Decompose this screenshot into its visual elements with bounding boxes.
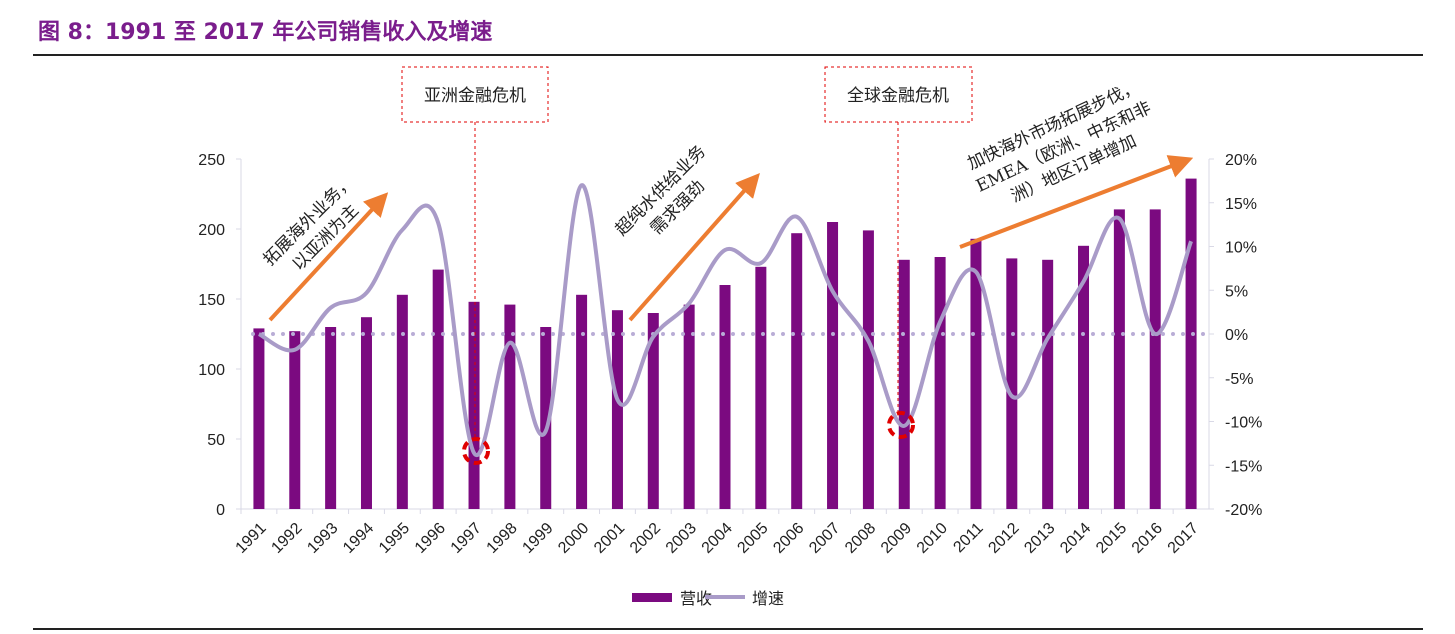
phase3-annotation: 加快海外市场拓展步伐， EMEA（欧洲、中东和非 洲）地区订单增加 — [965, 77, 1155, 207]
left-tick-label: 250 — [198, 152, 225, 169]
right-tick-label: -10% — [1225, 415, 1262, 432]
right-tick-label: -5% — [1225, 371, 1253, 388]
global-crisis-box — [824, 66, 973, 123]
bar-1993 — [325, 327, 337, 509]
bar-2001 — [611, 310, 623, 509]
right-tick-label: -15% — [1225, 458, 1262, 475]
x-tick-label: 1993 — [304, 520, 341, 557]
bar-2012 — [1006, 258, 1018, 509]
legend-bar-swatch — [632, 593, 672, 602]
bar-2004 — [719, 285, 731, 509]
bar-2017 — [1185, 178, 1197, 509]
chart-title: 图 8：1991 至 2017 年公司销售收入及增速 — [38, 20, 493, 45]
asian-crisis-box — [401, 66, 549, 123]
right-tick-label: 10% — [1225, 240, 1257, 257]
legend: 营收 增速 — [632, 589, 784, 608]
x-tick-label: 1997 — [448, 520, 485, 557]
right-tick-label: 0% — [1225, 327, 1248, 344]
phase2-arrow — [628, 173, 760, 322]
legend-line-label: 增速 — [752, 589, 784, 608]
x-tick-label: 2006 — [770, 520, 807, 557]
x-tick-label: 2001 — [591, 520, 628, 557]
x-tick-label: 1999 — [519, 520, 556, 557]
x-tick-label: 2002 — [627, 520, 664, 557]
bottom-rule — [33, 628, 1423, 630]
x-tick-label: 2014 — [1057, 520, 1094, 557]
left-tick-label: 50 — [207, 432, 225, 449]
global-crisis-marker — [887, 411, 915, 439]
bar-2009 — [898, 259, 910, 509]
x-tick-label: 2009 — [878, 520, 915, 557]
bar-2014 — [1078, 245, 1090, 510]
x-tick-label: 1991 — [233, 520, 270, 557]
asian-crisis-label: 亚洲金融危机 — [424, 86, 526, 106]
bar-1991 — [253, 328, 265, 509]
phase1-arrow — [268, 192, 389, 322]
bar-2005 — [755, 266, 767, 509]
x-tick-label: 2000 — [555, 520, 592, 557]
growth-line — [257, 183, 1193, 458]
bar-2010 — [934, 257, 946, 509]
right-tick-label: 20% — [1225, 152, 1257, 169]
bar-2006 — [791, 233, 803, 509]
x-tick-label: 2004 — [699, 520, 736, 557]
right-tick-label: 15% — [1225, 196, 1257, 213]
bar-2002 — [647, 313, 659, 509]
legend-bar-label: 营收 — [680, 589, 712, 608]
x-tick-label: 2005 — [734, 520, 771, 557]
bar-1997 — [468, 301, 480, 509]
x-tick-label: 1996 — [412, 520, 449, 557]
right-tick-label: 5% — [1225, 283, 1248, 300]
x-tick-label: 2008 — [842, 520, 879, 557]
x-tick-label: 2013 — [1021, 520, 1058, 557]
left-tick-label: 0 — [216, 502, 225, 519]
bar-2003 — [683, 304, 695, 509]
global-crisis-label: 全球金融危机 — [847, 86, 949, 106]
x-tick-label: 1992 — [268, 520, 305, 557]
top-rule — [33, 54, 1423, 56]
bar-1998 — [504, 304, 516, 509]
bar-2011 — [970, 238, 982, 510]
bar-2000 — [576, 294, 588, 509]
x-tick-label: 2015 — [1093, 520, 1130, 557]
x-tick-label: 1995 — [376, 520, 413, 557]
x-tick-label: 2010 — [914, 520, 951, 557]
bar-1995 — [396, 294, 408, 509]
bar-2008 — [862, 230, 874, 509]
x-tick-label: 2007 — [806, 520, 843, 557]
x-tick-label: 2017 — [1165, 520, 1202, 557]
phase3-arrow — [959, 155, 1194, 249]
phase2-annotation: 超纯水供给业务 需求强劲 — [612, 142, 710, 240]
bar-1999 — [540, 327, 552, 509]
left-tick-label: 200 — [198, 222, 225, 239]
x-tick-label: 2011 — [950, 520, 986, 556]
right-tick-label: -20% — [1225, 502, 1262, 519]
x-tick-label: 2003 — [663, 520, 700, 557]
bar-2016 — [1149, 209, 1161, 509]
bar-2015 — [1113, 209, 1125, 509]
x-tick-label: 1998 — [484, 520, 521, 557]
left-tick-label: 100 — [198, 362, 225, 379]
x-tick-label: 2016 — [1129, 520, 1166, 557]
bar-2007 — [827, 222, 839, 509]
bar-1996 — [432, 269, 444, 509]
left-tick-label: 150 — [198, 292, 225, 309]
x-tick-label: 2012 — [985, 520, 1022, 557]
x-tick-label: 1994 — [340, 520, 377, 557]
asian-crisis-marker — [462, 437, 490, 465]
bar-2013 — [1042, 259, 1054, 509]
bar-1992 — [289, 331, 301, 509]
bar-1994 — [360, 317, 372, 509]
